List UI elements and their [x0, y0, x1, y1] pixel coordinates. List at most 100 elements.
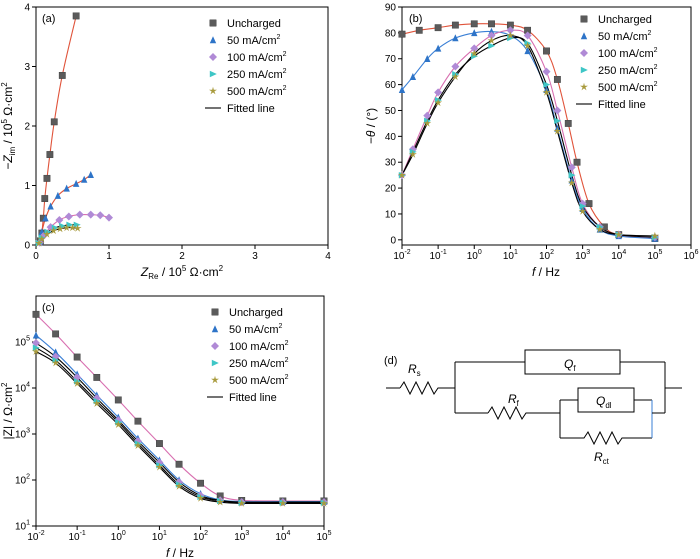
y-tick-label: 30 — [385, 158, 397, 169]
fit-line-uncharged — [401, 23, 655, 240]
data-point-500-ma-cm2 — [542, 88, 551, 96]
y-tick-label: 60 — [385, 80, 397, 91]
x-tick-label: 104 — [275, 530, 290, 543]
y-tick-label: 1 — [24, 181, 30, 192]
data-point-uncharged — [175, 460, 183, 468]
fit-line-50-ma-cm2 — [401, 30, 655, 240]
data-point-500-ma-cm2 — [49, 226, 58, 235]
data-point-250-ma-cm2 — [488, 42, 496, 50]
panel-a-label: (a) — [42, 13, 55, 25]
data-point-uncharged — [50, 118, 58, 126]
data-point-50-ma-cm2 — [211, 325, 219, 333]
legend-label: 500 mA/cm2 — [598, 81, 658, 94]
legend-label: 50 mA/cm2 — [229, 323, 283, 336]
data-point-uncharged — [434, 24, 442, 32]
data-point-100-ma-cm2 — [209, 53, 217, 61]
data-point-100-ma-cm2 — [451, 62, 460, 71]
panel-c-label: (c) — [42, 302, 55, 314]
element-qf — [524, 349, 621, 375]
panel-c-y-axis-label: |Z| / Ω·cm2 — [0, 382, 15, 440]
data-point-uncharged — [58, 72, 66, 79]
data-point-uncharged — [470, 20, 478, 28]
data-point-500-ma-cm2 — [175, 482, 184, 490]
y-tick-label: 104 — [15, 382, 30, 395]
label-rs: Rs — [408, 362, 421, 378]
data-point-100-ma-cm2 — [211, 342, 219, 350]
label-rct: Rct — [594, 450, 610, 466]
legend-label: Uncharged — [598, 14, 652, 26]
data-point-uncharged — [134, 417, 142, 425]
data-point-500-ma-cm2 — [209, 86, 217, 95]
x-tick-label: 102 — [193, 530, 208, 543]
data-point-500-ma-cm2 — [553, 127, 562, 135]
data-point-500-ma-cm2 — [320, 499, 328, 507]
data-point-500-ma-cm2 — [73, 224, 82, 232]
panel-a-nyquist-chart: (a) 0 1 2 3 4 0 1 2 3 4 ZRe / 105 Ω·cm2 −Zim / 10… — [0, 3, 331, 282]
panel-d-label: (d) — [384, 355, 397, 367]
panel-a-y-axis-label: −Zim / 105 Ω·cm2 — [0, 82, 17, 170]
data-point-250-ma-cm2 — [543, 81, 551, 88]
data-point-250-ma-cm2 — [73, 221, 81, 228]
x-tick-label: 100 — [467, 249, 482, 262]
data-point-500-ma-cm2 — [578, 207, 587, 215]
data-point-50-ma-cm2 — [80, 175, 88, 183]
data-point-uncharged — [451, 21, 459, 29]
data-point-100-ma-cm2 — [423, 111, 432, 120]
data-point-100-ma-cm2 — [105, 213, 113, 222]
x-tick-label: 10-1 — [68, 530, 85, 543]
x-tick-label: 104 — [611, 249, 626, 262]
data-point-500-ma-cm2 — [423, 119, 432, 127]
data-point-500-ma-cm2 — [56, 224, 65, 233]
y-tick-label: 20 — [385, 184, 397, 195]
data-point-500-ma-cm2 — [523, 41, 532, 50]
data-point-500-ma-cm2 — [37, 234, 46, 243]
x-tick-label: 10-1 — [429, 249, 446, 262]
x-tick-label: 105 — [316, 530, 331, 543]
panel-c-legend: Uncharged 50 mA/cm2 100 mA/cm2 250 mA/cm2 50… — [207, 307, 289, 404]
legend-label: 250 mA/cm2 — [227, 68, 287, 81]
y-tick-label: 0 — [24, 241, 30, 252]
data-point-500-ma-cm2 — [278, 499, 287, 507]
data-point-500-ma-cm2 — [133, 441, 142, 449]
data-point-uncharged — [553, 76, 561, 83]
legend-label: 100 mA/cm2 — [227, 51, 287, 64]
data-point-100-ma-cm2 — [96, 211, 105, 220]
x-tick-label: 101 — [152, 530, 167, 543]
data-point-uncharged — [32, 310, 40, 318]
data-point-50-ma-cm2 — [72, 179, 80, 187]
data-point-500-ma-cm2 — [580, 82, 588, 91]
data-point-50-ma-cm2 — [471, 29, 478, 37]
data-point-uncharged — [156, 440, 163, 447]
data-point-uncharged — [52, 330, 60, 338]
data-point-500-ma-cm2 — [567, 178, 576, 187]
data-point-500-ma-cm2 — [434, 98, 443, 107]
data-point-100-ma-cm2 — [470, 44, 479, 53]
data-point-50-ma-cm2 — [63, 184, 70, 192]
panel-c-axis-ticks: 10-2 10-1 100 101 102 103 104 105 101 102 103 104 10… — [15, 336, 332, 544]
data-point-50-ma-cm2 — [32, 331, 40, 339]
data-point-uncharged — [543, 47, 550, 55]
data-point-uncharged — [46, 151, 54, 158]
legend-label: 250 mA/cm2 — [598, 64, 658, 77]
data-point-100-ma-cm2 — [506, 26, 515, 35]
y-tick-label: 103 — [15, 428, 30, 441]
fit-line-uncharged — [39, 15, 77, 241]
data-point-uncharged — [197, 479, 204, 487]
legend-label: 500 mA/cm2 — [229, 374, 289, 387]
data-point-250-ma-cm2 — [579, 202, 587, 210]
panel-b-data-points — [398, 20, 659, 242]
data-point-100-ma-cm2 — [75, 210, 84, 219]
data-point-uncharged — [488, 20, 495, 28]
data-point-250-ma-cm2 — [554, 117, 562, 125]
data-point-500-ma-cm2 — [237, 499, 246, 507]
data-point-500-ma-cm2 — [398, 171, 406, 179]
data-point-50-ma-cm2 — [424, 54, 431, 62]
data-point-50-ma-cm2 — [524, 47, 531, 55]
data-point-500-ma-cm2 — [650, 231, 659, 240]
x-tick-label: 100 — [111, 530, 126, 543]
panel-a-data-points — [34, 12, 113, 247]
data-point-50-ma-cm2 — [52, 348, 59, 356]
data-point-uncharged — [211, 308, 219, 316]
data-point-uncharged — [72, 12, 80, 20]
data-point-uncharged — [43, 174, 51, 182]
